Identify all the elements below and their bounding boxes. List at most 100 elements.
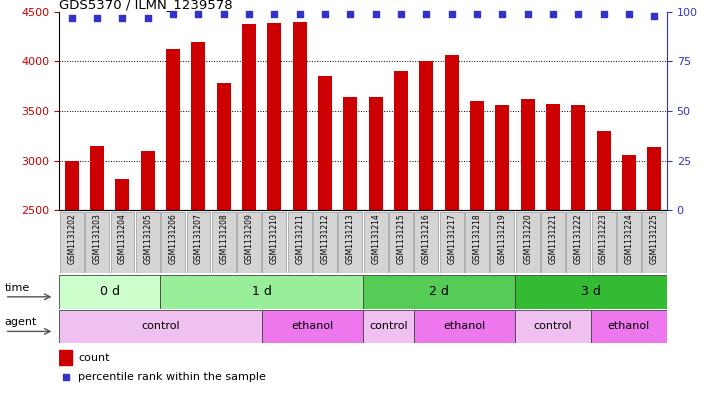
Bar	[546, 104, 560, 393]
Bar	[90, 146, 104, 393]
Text: ethanol: ethanol	[443, 321, 485, 331]
Text: GSM1131213: GSM1131213	[346, 213, 355, 264]
Bar	[368, 97, 383, 393]
Text: 3 d: 3 d	[581, 285, 601, 298]
Text: percentile rank within the sample: percentile rank within the sample	[79, 372, 266, 382]
Point	[243, 11, 255, 17]
Text: GSM1131223: GSM1131223	[599, 213, 608, 264]
Bar	[293, 22, 306, 393]
Point	[117, 15, 128, 21]
Point	[193, 11, 204, 17]
Text: GSM1131210: GSM1131210	[270, 213, 279, 264]
Point	[547, 11, 559, 17]
Bar	[338, 212, 362, 272]
Bar	[212, 212, 236, 272]
Bar	[394, 71, 408, 393]
Bar	[440, 212, 464, 272]
Bar	[262, 212, 286, 272]
Bar	[217, 83, 231, 393]
Text: control: control	[141, 321, 180, 331]
Bar	[642, 212, 666, 272]
Bar	[187, 212, 211, 272]
Text: agent: agent	[5, 318, 37, 327]
Bar	[516, 212, 539, 272]
Bar	[515, 310, 591, 343]
Bar	[389, 212, 413, 272]
Bar	[161, 275, 363, 309]
Bar	[617, 212, 641, 272]
Text: GSM1131208: GSM1131208	[219, 213, 229, 264]
Text: GSM1131218: GSM1131218	[472, 213, 482, 264]
Bar	[267, 23, 281, 393]
Point	[598, 11, 609, 17]
Point	[395, 11, 407, 17]
Point	[497, 11, 508, 17]
Point	[142, 15, 154, 21]
Bar	[59, 310, 262, 343]
Text: GSM1131212: GSM1131212	[321, 213, 329, 264]
Text: GDS5370 / ILMN_1239578: GDS5370 / ILMN_1239578	[59, 0, 233, 11]
Bar	[59, 275, 161, 309]
Bar	[65, 161, 79, 393]
Bar	[363, 275, 515, 309]
Bar	[166, 50, 180, 393]
Point	[370, 11, 381, 17]
Bar	[521, 99, 534, 393]
Bar	[318, 76, 332, 393]
Text: 2 d: 2 d	[429, 285, 449, 298]
Text: GSM1131211: GSM1131211	[295, 213, 304, 264]
Bar	[262, 310, 363, 343]
Bar	[85, 212, 109, 272]
Text: GSM1131207: GSM1131207	[194, 213, 203, 264]
Point	[572, 11, 584, 17]
Bar	[414, 310, 515, 343]
Bar	[495, 105, 509, 393]
Text: 0 d: 0 d	[99, 285, 120, 298]
Bar	[110, 212, 134, 272]
Text: ethanol: ethanol	[291, 321, 334, 331]
Text: GSM1131219: GSM1131219	[497, 213, 507, 264]
Bar	[363, 310, 414, 343]
Bar	[415, 212, 438, 272]
Text: GSM1131202: GSM1131202	[67, 213, 76, 264]
Bar	[420, 61, 433, 393]
Point	[218, 11, 229, 17]
Text: GSM1131204: GSM1131204	[118, 213, 127, 264]
Bar	[592, 212, 616, 272]
Point	[92, 15, 103, 21]
Bar	[141, 151, 155, 393]
Text: GSM1131214: GSM1131214	[371, 213, 380, 264]
Bar	[237, 212, 261, 272]
Text: ethanol: ethanol	[608, 321, 650, 331]
Bar	[60, 212, 84, 272]
Bar	[313, 212, 337, 272]
Point	[623, 11, 634, 17]
Text: GSM1131220: GSM1131220	[523, 213, 532, 264]
Text: GSM1131217: GSM1131217	[447, 213, 456, 264]
Bar	[162, 212, 185, 272]
Text: GSM1131215: GSM1131215	[397, 213, 405, 264]
Point	[294, 11, 306, 17]
Point	[472, 11, 483, 17]
Text: control: control	[534, 321, 572, 331]
Bar	[59, 350, 72, 365]
Point	[167, 11, 179, 17]
Text: GSM1131216: GSM1131216	[422, 213, 431, 264]
Text: GSM1131206: GSM1131206	[169, 213, 177, 264]
Text: GSM1131203: GSM1131203	[92, 213, 102, 264]
Bar	[647, 147, 661, 393]
Text: GSM1131221: GSM1131221	[549, 213, 557, 264]
Bar	[343, 97, 358, 393]
Text: 1 d: 1 d	[252, 285, 272, 298]
Bar	[490, 212, 514, 272]
Bar	[591, 310, 667, 343]
Text: GSM1131205: GSM1131205	[143, 213, 152, 264]
Text: count: count	[79, 353, 110, 363]
Text: GSM1131225: GSM1131225	[650, 213, 659, 264]
Point	[269, 11, 280, 17]
Bar	[541, 212, 565, 272]
Point	[648, 13, 660, 19]
Text: time: time	[5, 283, 30, 293]
Text: GSM1131222: GSM1131222	[574, 213, 583, 264]
Bar	[115, 178, 129, 393]
